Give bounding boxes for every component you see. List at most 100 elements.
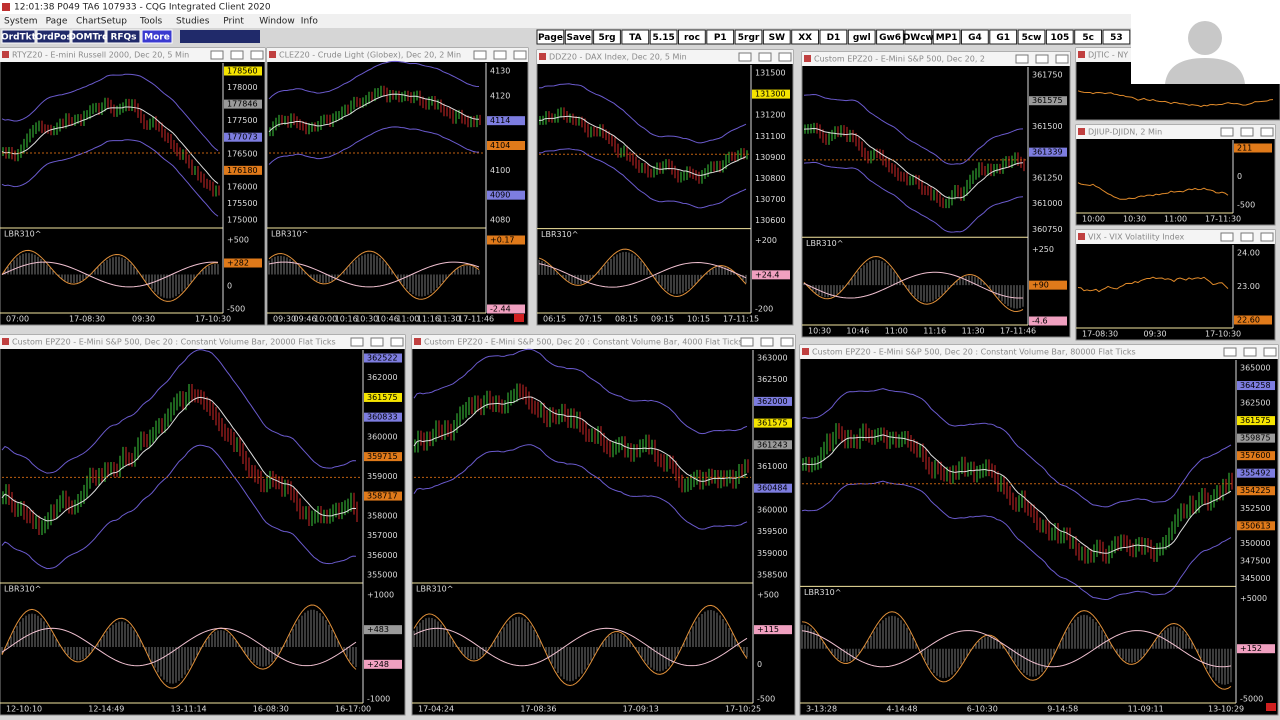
- toolbar-button[interactable]: [961, 29, 989, 45]
- button-label[interactable]: P1: [714, 33, 727, 43]
- window-control[interactable]: [778, 52, 792, 62]
- button-label[interactable]: OrdTkt: [1, 33, 37, 43]
- menu-item[interactable]: Studies: [176, 17, 210, 27]
- toolbar-button[interactable]: [649, 29, 678, 45]
- toolbar-button[interactable]: [71, 29, 106, 44]
- menu-item[interactable]: Info: [301, 17, 319, 27]
- window-control[interactable]: [738, 52, 752, 62]
- window-control[interactable]: [1223, 347, 1237, 357]
- window-control[interactable]: [1220, 127, 1234, 137]
- window-control[interactable]: [350, 337, 364, 347]
- window-control[interactable]: [1263, 347, 1277, 357]
- window-control[interactable]: [370, 337, 384, 347]
- toolbar-button[interactable]: [106, 29, 141, 44]
- button-label[interactable]: Save: [566, 33, 591, 43]
- button-label[interactable]: 5rgr: [738, 33, 760, 43]
- window-control[interactable]: [1035, 54, 1049, 64]
- price-tag: [1234, 315, 1272, 325]
- price-label: 356000: [367, 551, 398, 560]
- menu-item[interactable]: System: [4, 17, 38, 27]
- toolbar-button[interactable]: [1, 29, 36, 44]
- window-control[interactable]: [473, 50, 487, 60]
- button-label[interactable]: SW: [769, 33, 785, 43]
- toolbar-button[interactable]: [564, 29, 593, 45]
- toolbar-button[interactable]: [1074, 29, 1102, 45]
- button-label[interactable]: 5cw: [1022, 33, 1042, 43]
- window-title: RTYZ20 - E-mini Russell 2000, Dec 20, 5 …: [12, 51, 189, 60]
- toolbar-button[interactable]: [678, 29, 706, 45]
- indicator-label: -500: [227, 305, 245, 314]
- button-label[interactable]: MP1: [936, 33, 958, 43]
- window-control[interactable]: [390, 337, 404, 347]
- button-label[interactable]: Gw6: [879, 33, 901, 43]
- button-label[interactable]: gwl: [853, 33, 871, 43]
- toolbar-button[interactable]: [847, 29, 876, 45]
- button-label[interactable]: More: [144, 33, 170, 43]
- price-label: 361575: [757, 419, 788, 428]
- button-label[interactable]: 5rg: [598, 33, 615, 43]
- button-label[interactable]: DWcw: [903, 33, 934, 43]
- toolbar-button[interactable]: [141, 29, 173, 44]
- button-label[interactable]: TA: [629, 33, 641, 43]
- avatar-head: [1188, 21, 1222, 55]
- window-control[interactable]: [760, 337, 774, 347]
- button-label[interactable]: Page: [538, 33, 563, 43]
- time-label: 11:30: [962, 327, 985, 336]
- window-control[interactable]: [1243, 347, 1257, 357]
- toolbar-button[interactable]: [932, 29, 961, 45]
- time-label: 10:16: [335, 315, 358, 324]
- toolbar-button[interactable]: [536, 29, 565, 45]
- window-control[interactable]: [1240, 127, 1254, 137]
- indicator-label: -500: [757, 695, 775, 704]
- button-label[interactable]: 5.15: [653, 33, 675, 43]
- window-control[interactable]: [1055, 54, 1069, 64]
- price-label: 178000: [227, 83, 258, 92]
- button-label[interactable]: G4: [968, 33, 982, 43]
- window-control[interactable]: [780, 337, 794, 347]
- toolbar-button[interactable]: [819, 29, 848, 45]
- menu-item[interactable]: Print: [223, 17, 244, 27]
- toolbar-button[interactable]: [904, 29, 933, 45]
- toolbar-button[interactable]: [791, 29, 820, 45]
- window-control[interactable]: [230, 50, 244, 60]
- window-control[interactable]: [740, 337, 754, 347]
- toolbar-button[interactable]: [734, 29, 763, 45]
- toolbar-button[interactable]: [989, 29, 1018, 45]
- toolbar-button[interactable]: [706, 29, 735, 45]
- window-control[interactable]: [1015, 54, 1029, 64]
- toolbar-button[interactable]: [1017, 29, 1046, 45]
- toolbar-button[interactable]: [876, 29, 904, 45]
- price-label: 355492: [1240, 469, 1271, 478]
- button-label[interactable]: 53: [1110, 33, 1123, 43]
- window-control[interactable]: [250, 50, 264, 60]
- toolbar-button[interactable]: [593, 29, 621, 45]
- toolbar-button[interactable]: [36, 29, 71, 44]
- button-label[interactable]: 5c: [1082, 33, 1094, 43]
- toolbar-button[interactable]: [762, 29, 791, 45]
- window-control[interactable]: [493, 50, 507, 60]
- window-control[interactable]: [1260, 232, 1274, 242]
- menu-item[interactable]: Tools: [139, 17, 162, 27]
- button-label[interactable]: RFQs: [110, 33, 136, 43]
- button-label[interactable]: XX: [798, 33, 812, 43]
- window-control[interactable]: [1260, 127, 1274, 137]
- button-label[interactable]: OrdPos: [35, 33, 72, 43]
- button-label[interactable]: G1: [996, 33, 1010, 43]
- time-label: 13-10:29: [1208, 705, 1244, 714]
- button-label[interactable]: 105: [1050, 33, 1069, 43]
- menu-item[interactable]: Window: [259, 17, 295, 27]
- window-control[interactable]: [210, 50, 224, 60]
- menu-item[interactable]: Page: [46, 17, 68, 27]
- window-control[interactable]: [1220, 232, 1234, 242]
- window-control[interactable]: [1240, 232, 1254, 242]
- window-control[interactable]: [758, 52, 772, 62]
- time-label: 10:30: [355, 315, 378, 324]
- button-label[interactable]: D1: [827, 33, 841, 43]
- button-label[interactable]: roc: [684, 33, 700, 43]
- window-control[interactable]: [513, 50, 527, 60]
- menu-item[interactable]: ChartSetup: [76, 17, 127, 27]
- toolbar-button[interactable]: [1045, 29, 1074, 45]
- toolbar-button[interactable]: [1102, 29, 1131, 45]
- toolbar-button[interactable]: [621, 29, 650, 45]
- button-label[interactable]: DOMTrd: [68, 33, 108, 43]
